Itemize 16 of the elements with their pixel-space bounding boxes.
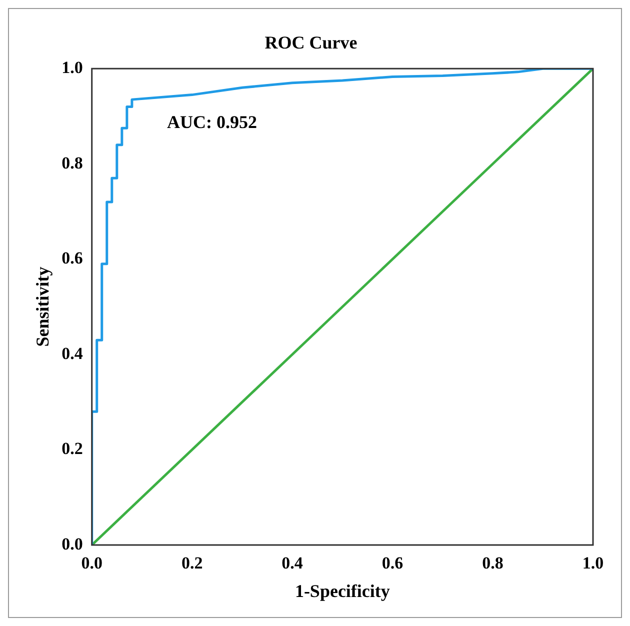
y-tick-label: 0.4 — [62, 344, 84, 363]
y-axis-title: Sensitivity — [32, 266, 52, 347]
y-tick-label: 0.2 — [62, 439, 83, 458]
chart-title: ROC Curve — [264, 32, 358, 52]
x-tick-label: 0.4 — [282, 554, 304, 573]
annotation: AUC: 0.952 — [167, 112, 258, 132]
x-tick-label: 0.2 — [181, 554, 203, 573]
x-tick-label: 0.8 — [482, 554, 504, 573]
x-tick-label: 0.0 — [81, 554, 102, 573]
y-tick-label: 0.6 — [62, 248, 83, 268]
x-axis-title: 1-Specificity — [294, 580, 390, 601]
y-tick-label: 0.0 — [62, 534, 83, 554]
x-tick-label: 1.0 — [582, 554, 604, 573]
y-tick-label: 0.8 — [62, 153, 83, 172]
y-tick-label: 1.0 — [62, 58, 83, 77]
x-tick-label: 0.6 — [382, 554, 404, 573]
